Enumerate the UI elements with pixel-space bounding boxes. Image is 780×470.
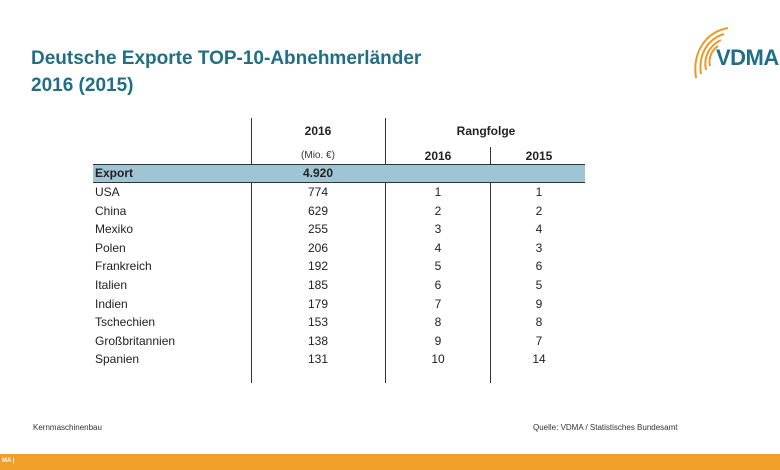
row-rank-2015: 9 [535,296,543,311]
page-title-line2: 2016 (2015) [31,75,134,96]
row-rank-2016: 7 [434,296,442,311]
row-rank-2015: 1 [535,185,543,199]
row-country: Spanien [95,352,140,367]
footer-left-note: Kernmaschinenbau [33,423,102,432]
row-rank-2015: 3 [535,240,543,255]
row-value: 179 [307,296,329,311]
row-value: 206 [307,240,329,255]
row-rank-2016: 3 [434,222,442,237]
row-rank-2016: 9 [434,333,442,348]
row-value: 192 [307,259,329,274]
table-divider [490,147,491,383]
row-rank-2015: 6 [535,259,543,274]
page-title: Deutsche Exporte TOP-10-Abnehmerländer 2… [31,45,421,99]
row-country: Großbritannien [95,333,176,348]
vdma-logo-text: VDMA [716,45,779,70]
export-row-highlight [93,164,585,183]
row-country: Italien [95,278,128,292]
table-divider [385,118,386,383]
value-column-unit: (Mio. €) [301,150,335,161]
row-country: USA [95,185,120,199]
row-country: Indien [95,296,128,311]
footer-source-note: Quelle: VDMA / Statistisches Bundesamt [533,423,678,432]
row-value: 185 [307,278,329,292]
vdma-logo: VDMA [688,26,780,96]
row-rank-2016: 5 [434,259,442,274]
row-country: Polen [95,240,126,255]
row-country: Frankreich [95,259,152,274]
value-column-header: 2016 [304,124,332,138]
rank-header: Rangfolge [456,124,516,138]
row-rank-2016: 2 [434,203,442,218]
row-value: 138 [307,333,329,348]
rank-2015-header: 2015 [525,149,553,163]
rank-2016-header: 2016 [424,149,452,163]
row-country: China [95,203,127,218]
row-rank-2015: 8 [535,315,543,330]
row-rank-2016: 10 [431,352,445,367]
row-rank-2016: 8 [434,315,442,330]
row-rank-2015: 4 [535,222,543,237]
row-country: Mexiko [95,222,134,237]
row-rank-2016: 4 [434,240,442,255]
row-value: 774 [307,185,329,199]
row-rank-2016: 6 [434,278,442,292]
row-value: 131 [307,352,329,367]
bottom-accent-bar: MA | [0,454,780,470]
row-value: 153 [307,315,329,330]
row-value: 629 [307,203,329,218]
table-divider [251,118,252,383]
row-rank-2015: 7 [535,333,543,348]
row-rank-2015: 5 [535,278,543,292]
vdma-arc-logo-icon [694,27,729,79]
export-row-label: Export [95,166,134,180]
page-title-line1: Deutsche Exporte TOP-10-Abnehmerländer [31,48,422,69]
row-value: 255 [307,222,329,237]
export-row-value: 4.920 [302,166,334,180]
row-rank-2016: 1 [434,185,442,199]
row-rank-2015: 2 [535,203,543,218]
row-country: Tschechien [95,315,156,330]
bottom-bar-text: MA | [2,458,15,464]
row-rank-2015: 14 [532,352,546,367]
